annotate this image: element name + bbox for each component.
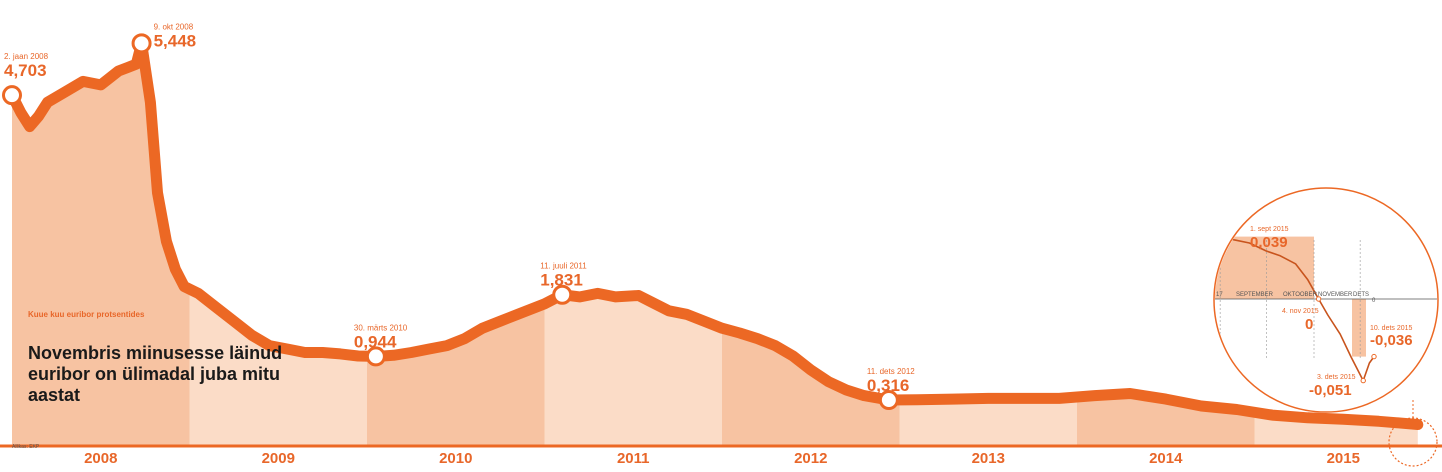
inset-annotation-value-1: 0 [1305, 316, 1313, 333]
chart-title: Novembris miinusesse läinud euribor on ü… [28, 343, 283, 405]
source-note: Allikas: EKP [12, 444, 40, 450]
year-label-2011: 2011 [617, 450, 650, 467]
inset-month-dets: DETS [1353, 292, 1369, 298]
year-band-2010 [367, 43, 545, 446]
inset-negative-area [1352, 299, 1366, 357]
year-band-2014 [1077, 43, 1255, 446]
inset-annotation-date-1: 4. nov 2015 [1282, 308, 1319, 315]
chart-subtitle: Kuue kuu euribor protsentides [28, 310, 145, 319]
year-labels: 2008 2009 2010 2011 2012 2013 2014 2015 [84, 450, 1360, 467]
inset-positive-area [1215, 236, 1314, 299]
year-band-2013 [899, 43, 1077, 446]
inset-marker-0 [1217, 233, 1223, 240]
year-label-2013: 2013 [972, 450, 1005, 467]
annotation-date-1: 9. okt 2008 [154, 22, 194, 31]
inset-line [1215, 235, 1375, 382]
inset-annotation-date-3: 10. dets 2015 [1370, 325, 1413, 332]
annotation-value-3: 1,831 [540, 271, 583, 290]
inset-zero-label: 0 [1372, 298, 1376, 304]
inset-month-september: SEPTEMBER [1236, 292, 1274, 298]
annotation-date-3: 11. juuli 2011 [540, 262, 587, 271]
inset-annotation-value-3: -0,036 [1370, 332, 1413, 349]
annotation-value-1: 5,448 [154, 31, 197, 50]
inset-zoom: 17 SEPTEMBER OKTOOBER NOVEMBER DETS 0 1.… [1213, 187, 1439, 467]
inset-annotation-value-0: 0,039 [1250, 234, 1288, 251]
annotation-date-2: 30. märts 2010 [354, 323, 408, 332]
year-label-2014: 2014 [1149, 450, 1183, 467]
annotation-marker-4 [878, 390, 899, 411]
inset-annotation-date-2: 3. dets 2015 [1317, 374, 1356, 381]
year-label-2010: 2010 [439, 450, 472, 467]
inset-annotation-date-0: 1. sept 2015 [1250, 226, 1289, 233]
inset-month-ticks [1217, 233, 1377, 384]
annotation-marker-2 [365, 346, 386, 367]
year-label-2012: 2012 [794, 450, 827, 467]
inset-month-november: NOVEMBER [1318, 292, 1353, 298]
annotation-marker-1 [131, 33, 152, 54]
annotation-date-4: 11. dets 2012 [867, 367, 915, 376]
annotation-value-4: 0,316 [867, 376, 910, 395]
annotation-value-2: 0,944 [354, 332, 397, 351]
inset-marker-1 [1315, 296, 1322, 302]
inset-annotation-value-2: -0,051 [1309, 382, 1352, 399]
year-label-2009: 2009 [262, 450, 295, 467]
annotation-date-0: 2. jaan 2008 [4, 52, 49, 61]
inset-marker-2 [1360, 377, 1366, 384]
euribor-line [6, 37, 1424, 430]
year-label-2015: 2015 [1327, 450, 1360, 467]
annotation-marker-0 [2, 85, 22, 106]
annotation-marker-3 [552, 284, 573, 305]
inset-month-oktoober: OKTOOBER [1283, 292, 1318, 298]
year-label-2008: 2008 [84, 450, 117, 467]
annotation-value-0: 4,703 [4, 61, 47, 80]
year-band-2011 [544, 43, 722, 446]
inset-marker-3 [1371, 353, 1377, 360]
inset-month-17: 17 [1216, 292, 1223, 298]
